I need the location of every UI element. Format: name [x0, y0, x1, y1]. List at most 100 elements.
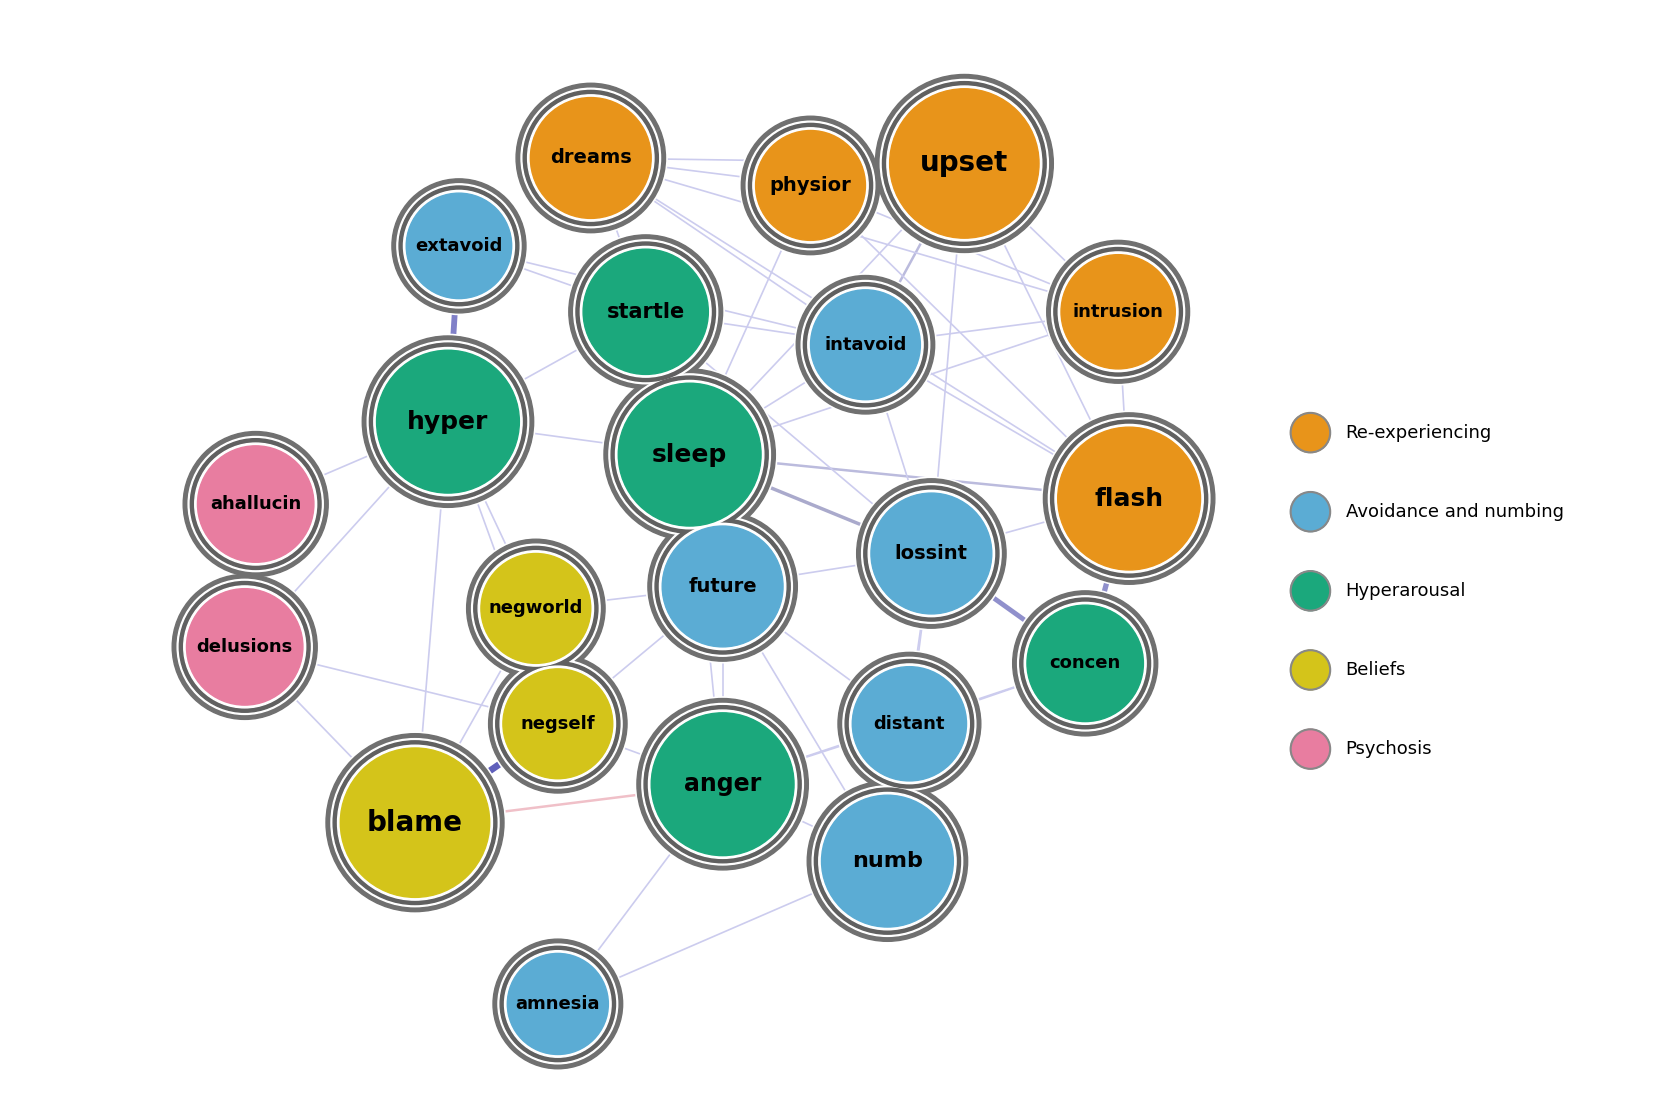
Circle shape — [887, 86, 1042, 241]
Circle shape — [662, 526, 782, 646]
Circle shape — [481, 554, 590, 663]
Circle shape — [875, 74, 1054, 252]
Circle shape — [660, 524, 786, 650]
Circle shape — [741, 116, 880, 255]
Circle shape — [172, 575, 318, 720]
Circle shape — [822, 795, 953, 927]
Circle shape — [804, 282, 928, 407]
Circle shape — [812, 786, 963, 937]
Text: concen: concen — [1050, 654, 1121, 672]
Circle shape — [643, 705, 801, 862]
Text: dreams: dreams — [549, 148, 632, 167]
Circle shape — [331, 738, 500, 907]
Circle shape — [1060, 255, 1176, 369]
Circle shape — [609, 374, 771, 536]
Circle shape — [465, 538, 607, 680]
Circle shape — [392, 179, 526, 313]
Circle shape — [855, 477, 1007, 630]
Text: extavoid: extavoid — [415, 237, 503, 255]
Circle shape — [845, 660, 974, 788]
Circle shape — [508, 953, 609, 1055]
Circle shape — [602, 368, 777, 542]
Circle shape — [839, 652, 981, 795]
Circle shape — [367, 341, 529, 503]
Circle shape — [531, 97, 652, 218]
Circle shape — [749, 123, 873, 248]
Circle shape — [491, 938, 624, 1070]
Circle shape — [361, 334, 536, 509]
Text: future: future — [688, 577, 758, 596]
Circle shape — [189, 436, 323, 571]
Text: intrusion: intrusion — [1073, 303, 1163, 321]
Circle shape — [1024, 602, 1146, 724]
Circle shape — [819, 793, 956, 930]
Circle shape — [478, 551, 594, 666]
Circle shape — [179, 581, 309, 712]
Circle shape — [844, 658, 976, 790]
Circle shape — [872, 493, 992, 614]
Circle shape — [648, 710, 797, 858]
Circle shape — [756, 131, 865, 240]
Text: lossint: lossint — [895, 544, 968, 563]
Text: ahallucin: ahallucin — [210, 495, 301, 513]
Circle shape — [584, 249, 708, 374]
Text: Psychosis: Psychosis — [1346, 741, 1432, 758]
Circle shape — [1290, 730, 1330, 769]
Circle shape — [500, 946, 615, 1062]
Circle shape — [814, 788, 961, 934]
Circle shape — [528, 95, 653, 221]
Circle shape — [498, 944, 617, 1064]
Circle shape — [377, 350, 519, 493]
Circle shape — [1042, 411, 1216, 586]
Circle shape — [1044, 413, 1214, 584]
Circle shape — [642, 703, 804, 865]
Circle shape — [574, 240, 718, 384]
Text: Beliefs: Beliefs — [1346, 661, 1406, 679]
Circle shape — [1011, 589, 1159, 737]
Circle shape — [1290, 413, 1330, 453]
Text: blame: blame — [367, 809, 463, 837]
Circle shape — [523, 91, 658, 226]
Text: negworld: negworld — [488, 599, 584, 618]
Circle shape — [1045, 239, 1191, 385]
Circle shape — [655, 519, 791, 654]
Text: intavoid: intavoid — [824, 335, 906, 354]
Circle shape — [1017, 596, 1153, 731]
Circle shape — [190, 438, 321, 569]
Circle shape — [837, 651, 982, 797]
Circle shape — [466, 539, 605, 677]
Circle shape — [503, 669, 612, 778]
Circle shape — [514, 82, 667, 235]
Circle shape — [581, 247, 711, 377]
Circle shape — [653, 517, 792, 656]
Circle shape — [850, 664, 969, 784]
Circle shape — [471, 545, 600, 673]
Circle shape — [493, 660, 622, 788]
Circle shape — [1055, 424, 1204, 572]
Circle shape — [362, 335, 534, 507]
Circle shape — [810, 290, 920, 400]
Circle shape — [488, 654, 627, 793]
Circle shape — [753, 127, 868, 244]
Circle shape — [184, 586, 306, 707]
Circle shape — [863, 486, 999, 621]
Circle shape — [404, 190, 514, 301]
Text: Hyperarousal: Hyperarousal — [1346, 582, 1465, 600]
Circle shape — [1047, 240, 1189, 383]
Circle shape — [337, 745, 493, 900]
Circle shape — [341, 748, 490, 898]
Circle shape — [746, 121, 875, 250]
Text: anger: anger — [685, 773, 761, 796]
Circle shape — [883, 82, 1047, 246]
Circle shape — [182, 430, 329, 578]
Circle shape — [807, 780, 968, 941]
Text: physior: physior — [769, 176, 852, 195]
Circle shape — [184, 432, 327, 577]
Text: Re-experiencing: Re-experiencing — [1346, 424, 1492, 442]
Circle shape — [170, 572, 319, 721]
Circle shape — [500, 666, 615, 782]
Circle shape — [1290, 650, 1330, 690]
Circle shape — [177, 579, 313, 714]
Circle shape — [567, 234, 724, 391]
Circle shape — [1050, 420, 1207, 577]
